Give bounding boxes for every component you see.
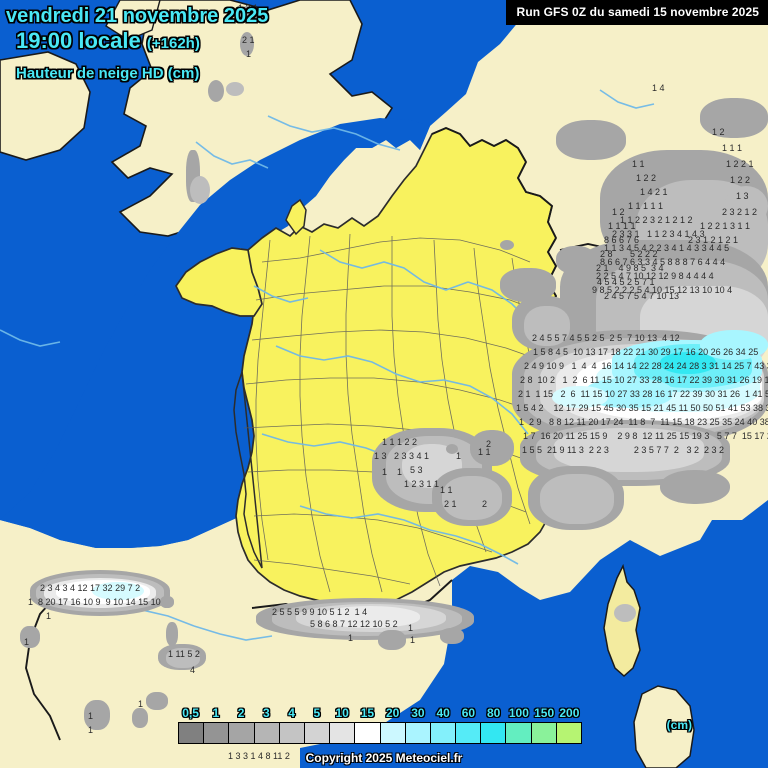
colorbar-tick-0,5: 0,5: [182, 706, 199, 720]
colorbar-tick-100: 100: [508, 706, 529, 720]
colorbar-cell-11: [456, 723, 482, 743]
colorbar-tick-80: 80: [486, 706, 501, 720]
copyright-notice: Copyright 2025 Meteociel.fr: [305, 751, 463, 765]
colorbar-cell-9: [405, 723, 431, 743]
colorbar-cell-10: [430, 723, 457, 743]
value-row: 2 4 9 10 9 1 4 4 16 14 14 22 28 24 24 28…: [524, 361, 768, 371]
value-row: 2 4 5 5 7 4 5 5 2 5 2 5 7 10 13 4 12: [532, 333, 680, 343]
colorbar-cell-8: [380, 723, 406, 743]
colorbar-tick-40: 40: [436, 706, 450, 720]
colorbar-cell-15: [556, 723, 581, 743]
value-row: 1 2 9 8 8 12 11 20 17 24 11 8 7 11 15 18…: [519, 417, 768, 427]
colorbar-cell-0: [179, 723, 205, 743]
colorbar-cell-5: [304, 723, 331, 743]
colorbar-ticks: 0,5 1 2 3 4 5 10 15 20 30 40 60 80 100 150 200: [178, 706, 582, 722]
colorbar-swatches: [178, 722, 582, 744]
colorbar-tick-150: 150: [534, 706, 555, 720]
value-row: 1 5 4 2 12 17 29 15 45 30 35 15 21 45 11…: [516, 403, 768, 413]
colorbar-legend[interactable]: 0,5 1 2 3 4 5 10 15 20 30 40 60 80 100 150 200: [178, 706, 582, 744]
value-row: 2 1 1 15 2 6 11 15 10 27 33 28 16 17 22 …: [518, 389, 768, 399]
colorbar-tick-5: 5: [313, 706, 321, 720]
colorbar-tick-2: 2: [237, 706, 245, 720]
colorbar-tick-3: 3: [263, 706, 270, 720]
colorbar-cell-1: [204, 723, 230, 743]
colorbar-tick-60: 60: [461, 706, 476, 720]
colorbar-cell-4: [279, 723, 305, 743]
colorbar-cell-7: [355, 723, 381, 743]
model-run-badge: Run GFS 0Z du samedi 15 novembre 2025: [505, 0, 768, 25]
colorbar-tick-15: 15: [360, 706, 375, 720]
colorbar-cell-13: [506, 723, 532, 743]
colorbar-tick-200: 200: [559, 706, 580, 720]
value-row: 1 5 8 4 5 10 13 17 18 22 21 30 29 17 16 …: [528, 347, 759, 357]
colorbar-cell-12: [481, 723, 507, 743]
colorbar-cell-3: [254, 723, 280, 743]
colorbar-cell-14: [531, 723, 557, 743]
value-row: 1 7 16 20 11 25 15 9 2 9 8 12 11 25 15 1…: [523, 431, 768, 441]
colorbar-tick-4: 4: [288, 706, 295, 720]
colorbar-tick-20: 20: [385, 706, 400, 720]
colorbar-tick-30: 30: [411, 706, 425, 720]
colorbar-tick-10: 10: [335, 706, 349, 720]
colorbar-cell-2: [229, 723, 255, 743]
colorbar-cell-6: [330, 723, 356, 743]
value-row: 1 5 5 21 9 11 3 2 2 3 2 3 5 7 7 2 3 2 2 …: [522, 445, 724, 455]
value-row: 2 8 10 2 1 2 6 11 15 10 27 33 28 16 17 2…: [520, 375, 768, 385]
colorbar-unit-label: (cm): [666, 718, 692, 732]
colorbar-tick-1: 1: [212, 706, 220, 720]
